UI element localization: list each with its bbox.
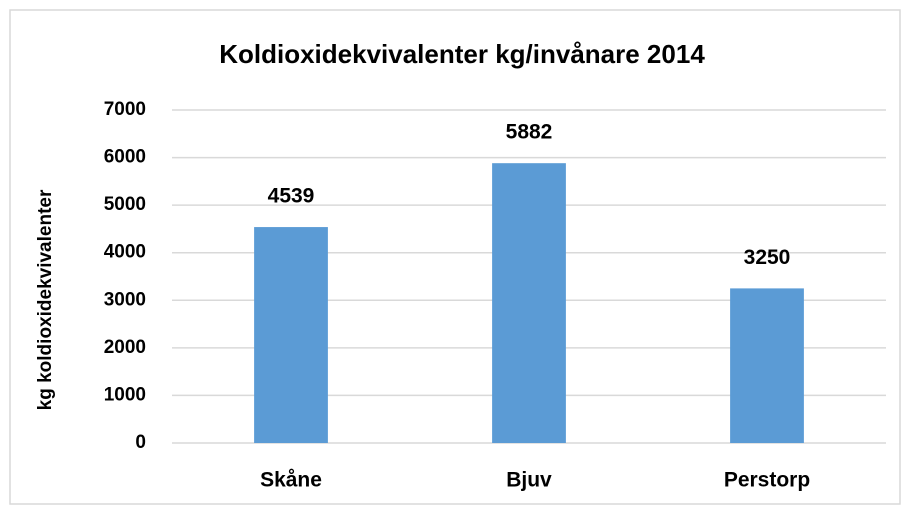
y-tick-label: 1000	[104, 384, 146, 405]
y-tick-label: 6000	[104, 147, 146, 168]
data-label: 5882	[506, 121, 553, 144]
y-axis-label: kg koldioxidekvivalenter	[35, 189, 56, 410]
y-tick-label: 4000	[104, 242, 146, 263]
data-label: 4539	[268, 185, 315, 208]
y-tick-label: 2000	[104, 337, 146, 358]
y-tick-label: 5000	[104, 194, 146, 215]
x-tick-label: Perstorp	[724, 469, 810, 492]
bar	[254, 227, 328, 443]
bar	[730, 288, 804, 443]
y-tick-label: 7000	[104, 99, 146, 120]
bar	[492, 163, 566, 443]
x-tick-label: Bjuv	[506, 469, 552, 492]
y-tick-label: 3000	[104, 289, 146, 310]
y-tick-label: 0	[135, 432, 146, 453]
x-tick-label: Skåne	[260, 469, 322, 492]
data-label: 3250	[744, 246, 791, 269]
chart-title: Koldioxidekvivalenter kg/invånare 2014	[219, 39, 705, 69]
